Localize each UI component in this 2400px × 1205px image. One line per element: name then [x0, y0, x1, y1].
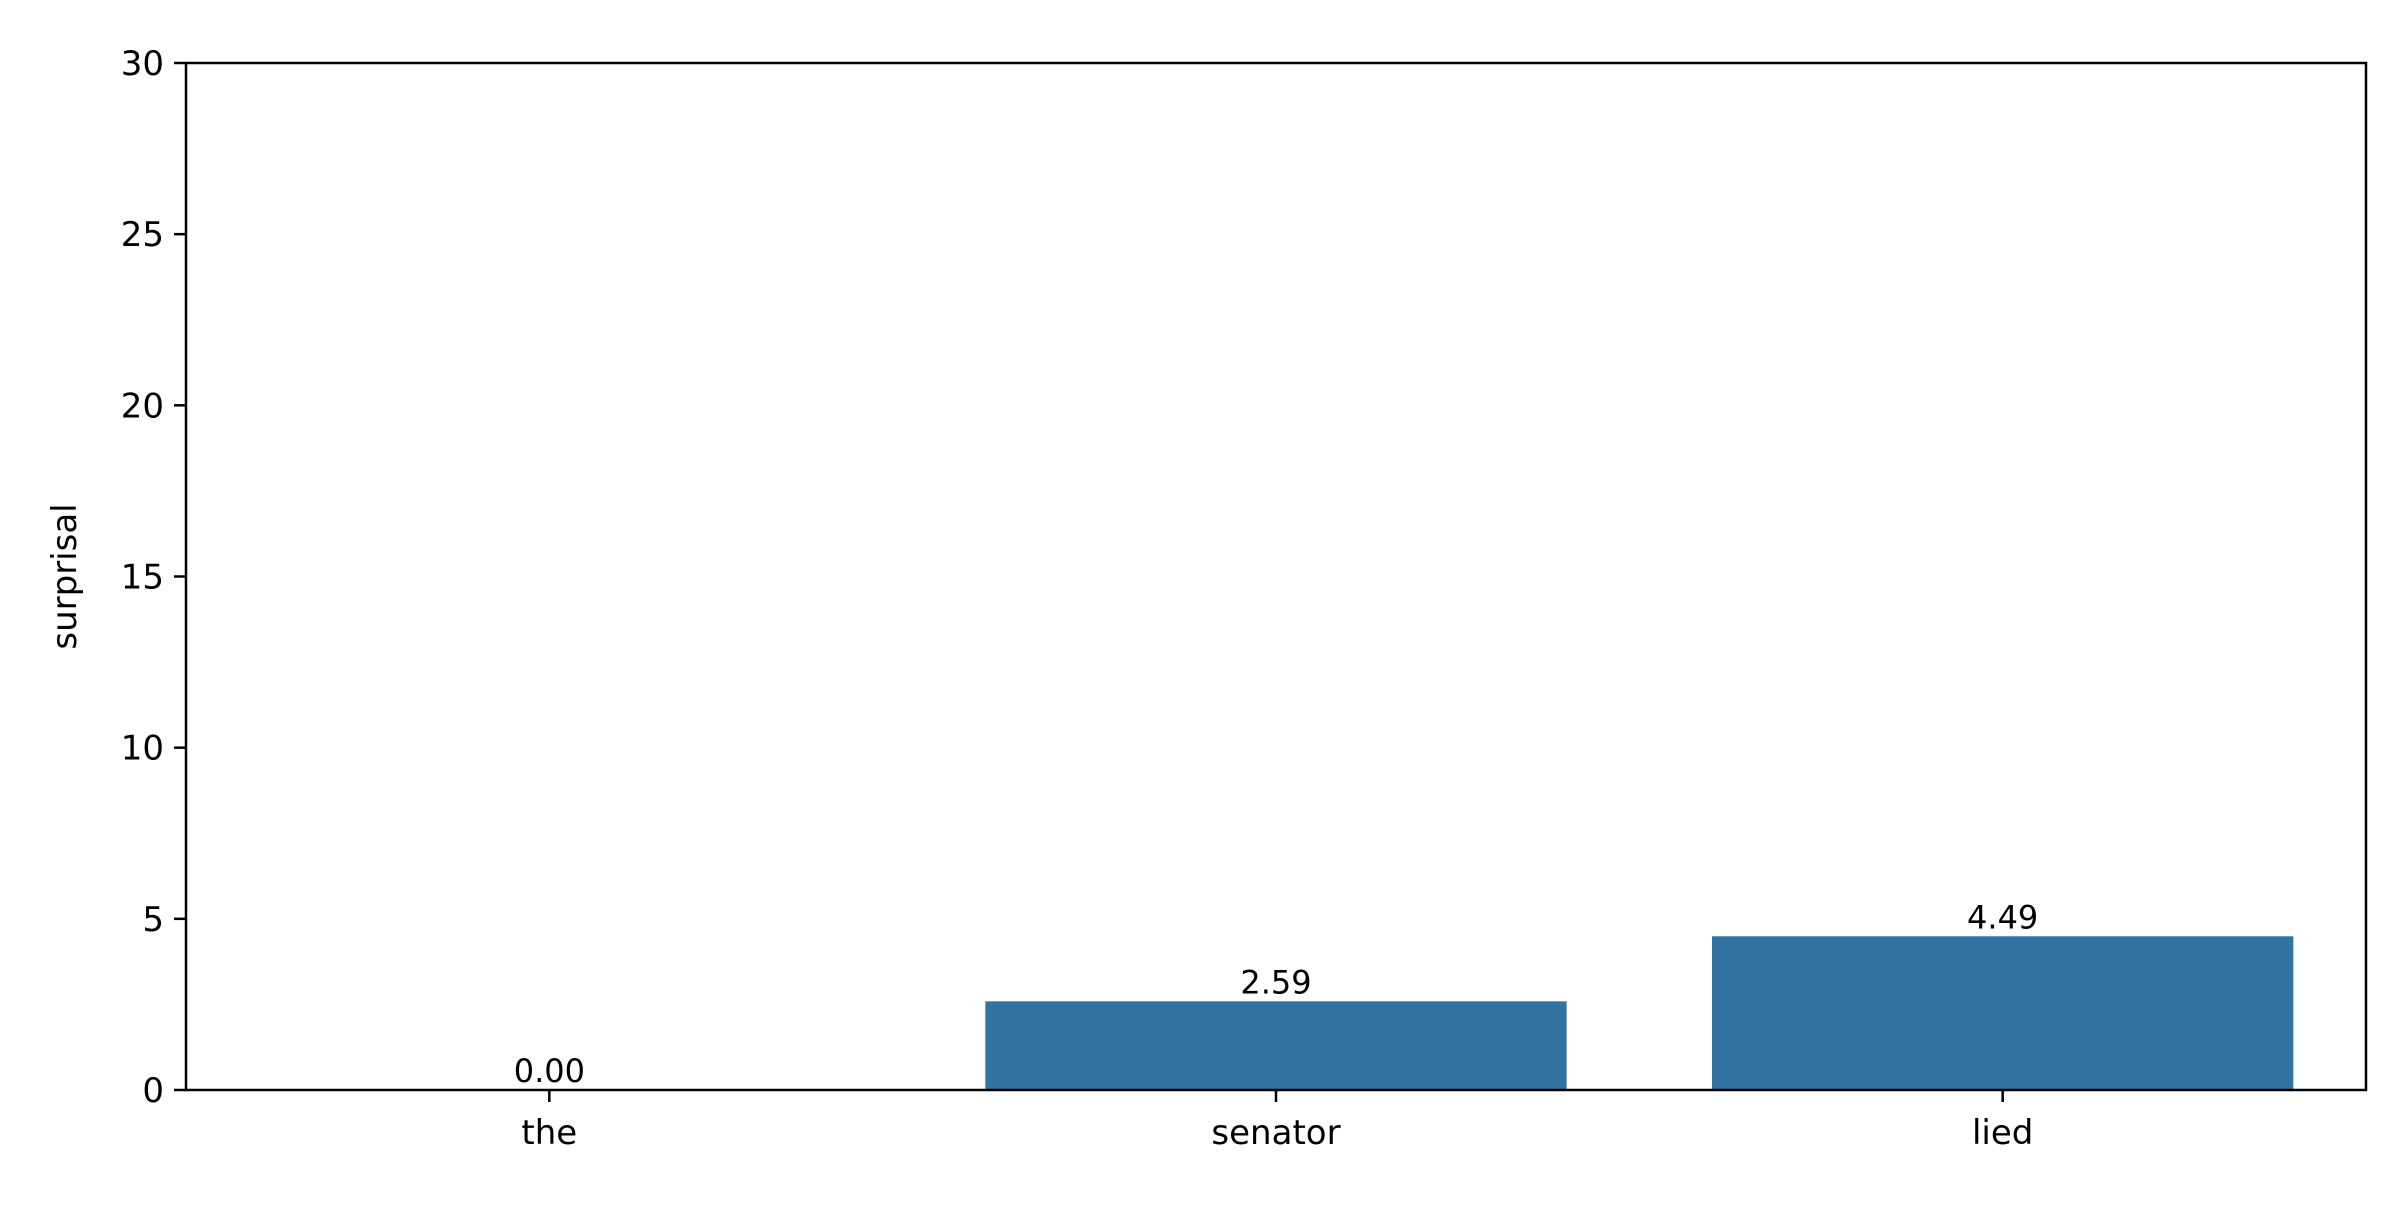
- y-tick-label-20: 20: [121, 386, 164, 426]
- y-tick-label-15: 15: [121, 558, 164, 598]
- y-tick-label-10: 10: [121, 729, 164, 769]
- y-tick-label-25: 25: [121, 215, 164, 255]
- y-tick-label-30: 30: [121, 44, 164, 84]
- bar-senator: [985, 1001, 1567, 1090]
- bar-lied: [1712, 936, 2294, 1090]
- data-label-the: 0.00: [514, 1052, 585, 1090]
- plot-frame: [184, 61, 2368, 1092]
- x-tick-label-senator: senator: [1211, 1113, 1340, 1153]
- x-axis: the senator lied: [521, 1090, 2033, 1153]
- y-axis: 0 5 10 15 20 25 30: [121, 44, 186, 1111]
- y-tick-label-0: 0: [142, 1071, 164, 1111]
- x-tick-label-the: the: [521, 1113, 577, 1153]
- y-axis-label: surprisal: [45, 503, 85, 649]
- data-label-senator: 2.59: [1240, 963, 1311, 1001]
- bars-layer: [985, 936, 2294, 1090]
- y-tick-label-5: 5: [142, 900, 164, 940]
- x-tick-label-lied: lied: [1972, 1113, 2033, 1153]
- data-labels-layer: 0.00 2.59 4.49: [514, 898, 2039, 1090]
- data-label-lied: 4.49: [1967, 898, 2038, 936]
